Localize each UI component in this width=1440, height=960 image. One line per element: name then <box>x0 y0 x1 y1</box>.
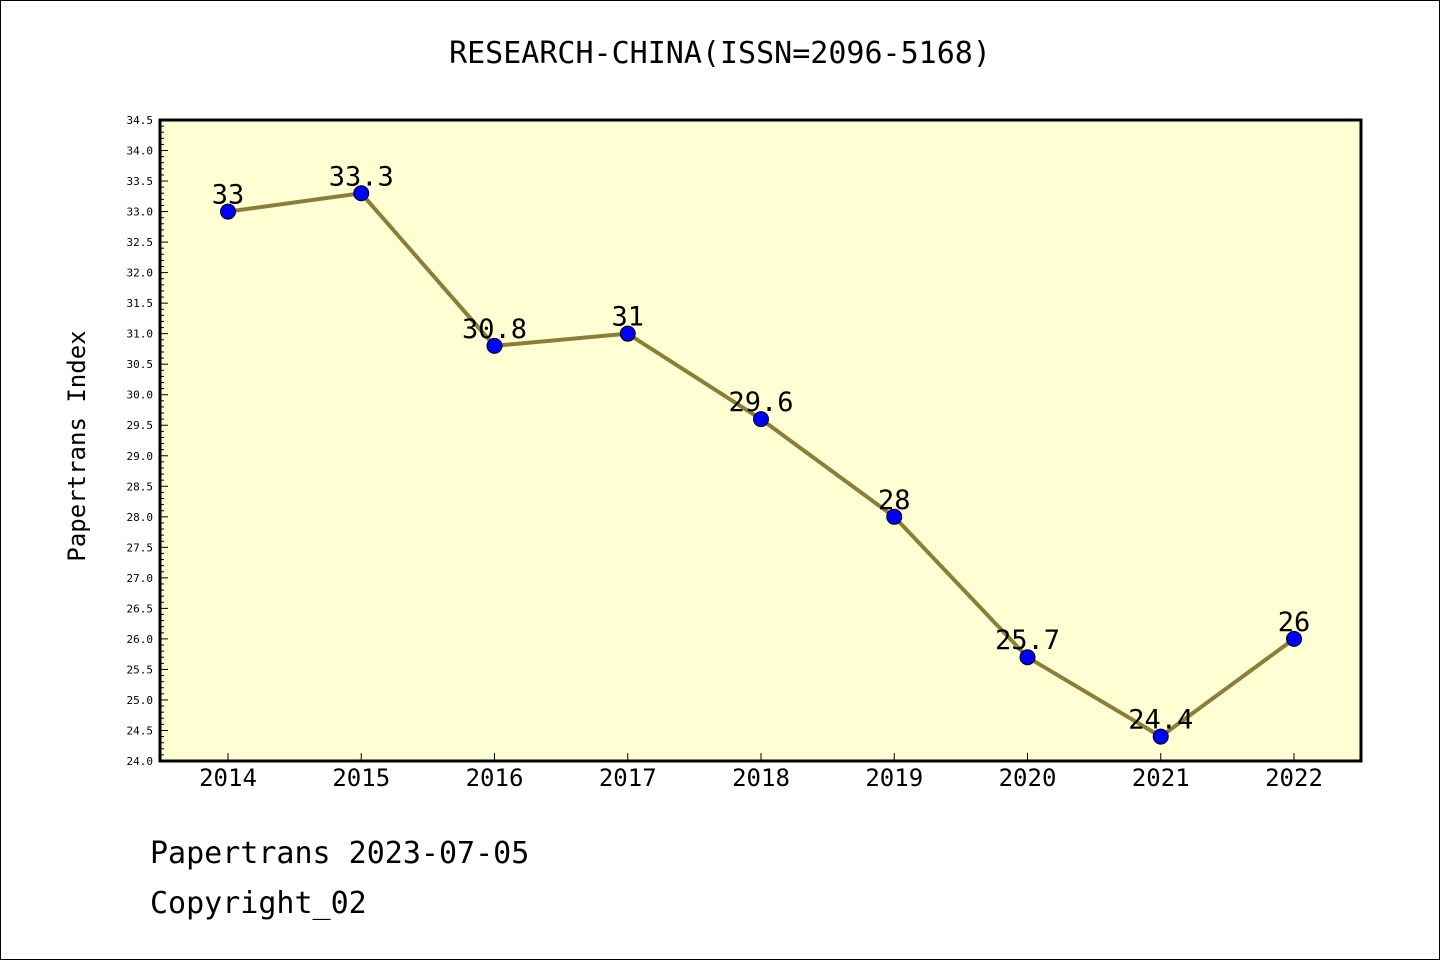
data-point <box>619 325 636 342</box>
y-tick-label: 27.5 <box>127 541 154 554</box>
data-label: 33.3 <box>329 161 394 192</box>
y-tick-label: 29.5 <box>127 419 154 432</box>
series-group: 33 33.3 30.8 31 29.6 28 25.7 24.4 26 <box>212 161 1311 745</box>
plot-border <box>158 118 1363 763</box>
x-tick-label: 2016 <box>466 764 524 792</box>
data-label: 26 <box>1278 607 1311 638</box>
y-tick-label: 30.5 <box>127 358 154 371</box>
data-point <box>753 411 769 428</box>
data-label: 29.6 <box>728 387 793 418</box>
data-point <box>886 508 903 525</box>
chart-title: RESEARCH-CHINA(ISSN=2096-5168) <box>449 36 991 71</box>
y-tick-label: 34.5 <box>127 114 154 127</box>
data-label: 30.8 <box>462 314 527 345</box>
x-tick-label: 2020 <box>999 764 1057 792</box>
y-tick-label: 28.5 <box>127 480 154 493</box>
y-tick-label: 30.0 <box>127 389 154 402</box>
y-tick-label: 28.0 <box>127 511 154 524</box>
x-tick-label: 2022 <box>1265 764 1323 792</box>
y-tick-label: 31.0 <box>127 328 154 341</box>
data-point <box>1019 649 1036 666</box>
x-tick-label: 2018 <box>732 764 790 792</box>
y-tick-label: 32.0 <box>127 267 154 280</box>
data-label: 31 <box>611 302 644 333</box>
y-tick-label: 29.0 <box>127 450 154 463</box>
x-tick-label: 2019 <box>865 764 923 792</box>
y-tick-label: 32.5 <box>127 236 154 249</box>
y-tick-label: 25.0 <box>127 694 154 707</box>
y-tick-label: 27.0 <box>127 572 154 585</box>
data-point <box>220 203 236 220</box>
y-tick-label: 26.5 <box>127 602 154 615</box>
y-tick-label: 24.5 <box>127 724 154 737</box>
data-point <box>353 185 370 202</box>
y-tick-label: 33.0 <box>127 206 154 219</box>
y-tick-label: 26.0 <box>127 633 154 646</box>
x-axis: 2014 2015 2016 2017 2018 2019 2020 2021 2022 <box>199 753 1323 792</box>
data-point <box>1286 630 1302 647</box>
data-point <box>486 337 503 354</box>
y-tick-label: 24.0 <box>127 755 154 768</box>
y-tick-label: 31.5 <box>127 297 154 310</box>
plot-area <box>160 120 1361 761</box>
y-tick-label: 25.5 <box>127 663 154 676</box>
data-label: 33 <box>212 180 245 211</box>
x-tick-label: 2015 <box>332 764 390 792</box>
data-label: 25.7 <box>995 625 1060 656</box>
y-axis: 24.0 24.5 25.0 25.5 26.0 26.5 27.0 27.5 28.0 28.5… <box>127 114 168 768</box>
x-tick-label: 2017 <box>599 764 657 792</box>
data-label: 24.4 <box>1128 705 1193 736</box>
y-tick-label: 33.5 <box>127 175 154 188</box>
footer-date: Papertrans 2023-07-05 <box>150 836 530 871</box>
footer-copyright: Copyright_02 <box>150 886 367 921</box>
y-tick-label: 34.0 <box>127 145 154 158</box>
x-tick-label: 2021 <box>1132 764 1190 792</box>
x-tick-label: 2014 <box>199 764 257 792</box>
data-point <box>1152 728 1169 745</box>
data-label: 28 <box>878 485 911 516</box>
